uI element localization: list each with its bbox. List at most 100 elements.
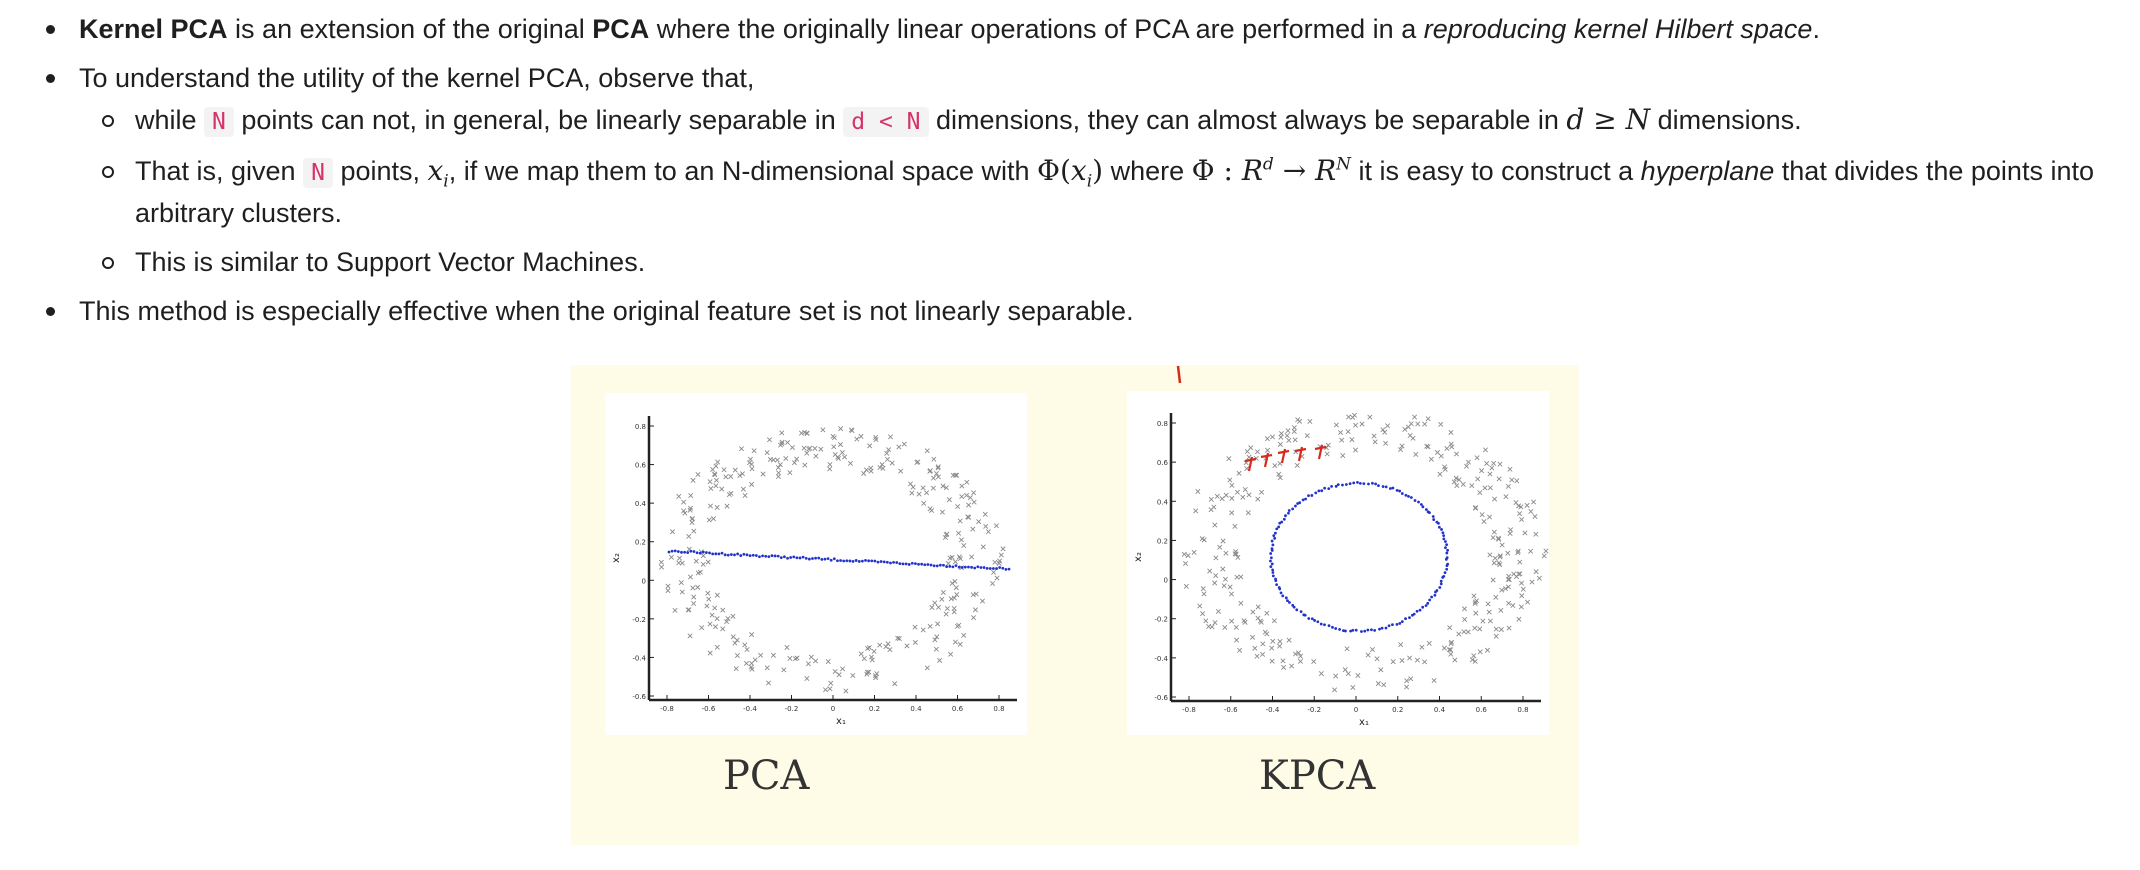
data-point (1369, 647, 1375, 653)
data-point (994, 575, 1000, 581)
data-point (1493, 633, 1499, 639)
data-point (1472, 600, 1478, 606)
data-point (668, 554, 674, 560)
data-point (1510, 603, 1516, 609)
data-point (916, 491, 922, 497)
projection-point (807, 557, 811, 561)
data-point (706, 517, 712, 523)
sub-bullet-list: while N points can not, in general, be l… (0, 100, 2140, 282)
data-point (1503, 586, 1509, 592)
data-point (733, 666, 739, 672)
projection-point (1418, 608, 1422, 612)
data-point (1407, 433, 1413, 439)
data-point (1484, 647, 1490, 653)
data-point (1449, 639, 1455, 645)
data-point (1197, 603, 1203, 609)
data-point (1255, 604, 1261, 610)
projection-point (1400, 492, 1404, 495)
data-point (1497, 554, 1503, 560)
data-point (1506, 600, 1512, 606)
data-point (779, 430, 785, 436)
y-tick-label: -0.4 (1154, 655, 1168, 663)
data-point (1252, 645, 1258, 651)
data-point (877, 464, 883, 471)
data-point (1209, 624, 1215, 630)
data-point (742, 493, 748, 499)
data-point (1286, 637, 1292, 643)
y-tick-label: -0.2 (1154, 616, 1168, 624)
projection-point (1444, 540, 1447, 543)
projection-point (673, 549, 677, 553)
data-point (659, 564, 665, 570)
data-point (961, 543, 967, 549)
math-phi-map: Φ : Rd → RN (1191, 154, 1352, 187)
x-tick-label: 0.2 (1392, 706, 1403, 714)
data-point (961, 632, 967, 638)
data-point (1434, 449, 1440, 455)
data-point (724, 503, 730, 509)
data-point (1414, 657, 1420, 663)
data-point (931, 456, 937, 462)
data-point (1200, 611, 1206, 617)
data-point (959, 483, 965, 489)
projection-point (832, 557, 836, 561)
data-point (1456, 631, 1462, 637)
y-tick-label: -0.6 (632, 693, 646, 701)
data-point (1489, 465, 1495, 471)
data-point (966, 502, 972, 508)
data-point (1422, 421, 1428, 427)
x-axis-label: x₁ (836, 716, 846, 727)
data-point (940, 589, 946, 595)
projection-point (1354, 628, 1358, 632)
y-tick-label: 0.8 (1157, 420, 1168, 428)
data-point (686, 533, 692, 539)
projection-point (1434, 590, 1437, 594)
data-point (1280, 658, 1286, 664)
projection-point (1352, 481, 1356, 485)
data-point (970, 526, 976, 532)
projection-point (714, 552, 718, 556)
math-d-geq-n: d ≥ N (1566, 103, 1651, 136)
data-point (840, 666, 846, 672)
data-point (1371, 433, 1377, 439)
data-point (1460, 481, 1466, 487)
projection-point (870, 559, 874, 563)
data-point (765, 680, 772, 686)
term-pca: PCA (592, 14, 650, 44)
data-point (1407, 655, 1413, 661)
data-point (952, 559, 958, 565)
data-point (687, 574, 694, 580)
data-point (1374, 656, 1380, 662)
data-point (1217, 544, 1223, 550)
projection-point (1269, 565, 1273, 569)
data-point (1525, 599, 1531, 605)
data-point (1472, 599, 1478, 605)
data-point (678, 580, 684, 586)
projection-point (1404, 617, 1407, 621)
x-tick-label: 0.4 (1434, 706, 1446, 714)
data-point (1269, 658, 1275, 664)
data-point (1480, 618, 1486, 624)
projection-point (1398, 489, 1402, 493)
data-point (743, 660, 749, 666)
projection-point (1277, 586, 1281, 589)
projection-point (1349, 629, 1353, 633)
data-point (1507, 466, 1513, 472)
projection-point (1280, 520, 1284, 524)
data-point (970, 592, 976, 598)
projection-point (1356, 480, 1359, 484)
data-point (1473, 504, 1479, 511)
y-tick-label: -0.6 (1154, 694, 1168, 702)
data-point (1269, 645, 1275, 651)
data-point (956, 622, 962, 628)
x-tick-label: -0.8 (660, 705, 674, 713)
data-point (1492, 555, 1498, 561)
projection-point (1310, 494, 1314, 497)
data-point (679, 560, 685, 566)
data-point (1272, 463, 1278, 469)
data-point (1399, 443, 1405, 449)
projection-point (689, 549, 693, 553)
data-point (1270, 638, 1276, 644)
data-point (866, 669, 872, 675)
data-point (1222, 576, 1228, 582)
